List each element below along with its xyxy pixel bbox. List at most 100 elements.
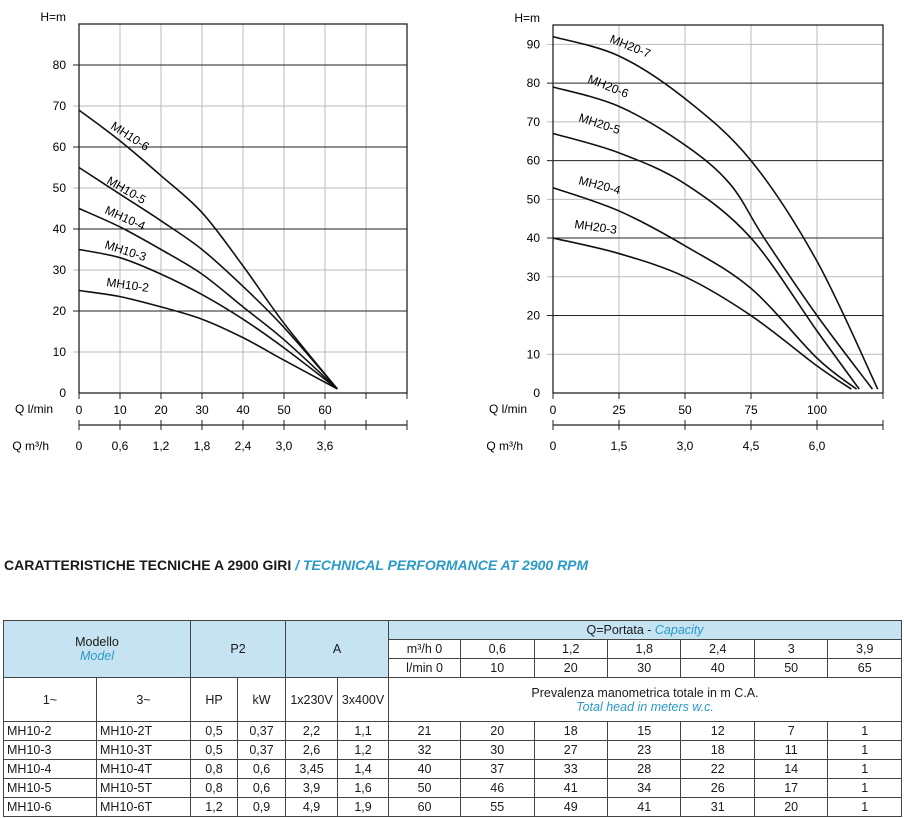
m3h-value: 1,8 <box>606 639 682 659</box>
table-cell: MH10-2T <box>96 721 191 741</box>
sub-header: kW <box>236 677 287 722</box>
x2-tick-label: 1,8 <box>194 439 211 453</box>
sub-header: HP <box>190 677 238 722</box>
y-tick-label: 50 <box>53 181 67 195</box>
curve-mh10-2 <box>78 289 338 390</box>
curve-mh10-5 <box>78 166 338 390</box>
y-tick-label: 30 <box>527 270 541 284</box>
m3h-label: m³/h 0 <box>388 639 462 659</box>
table-cell: 1 <box>827 740 902 760</box>
x2-tick-label: 1,2 <box>153 439 170 453</box>
curve-mh20-5 <box>552 132 860 390</box>
y-tick-label: 40 <box>527 231 541 245</box>
y-tick-label: 0 <box>59 386 66 400</box>
head-label-en: Total head in meters w.c. <box>576 699 714 714</box>
table-row: MH10-4 MH10-4T 0,8 0,6 3,45 1,4 40 37 33 28 22 14 1 <box>3 759 902 779</box>
curve-label: MH20-4 <box>577 173 622 197</box>
x-tick-label: 40 <box>236 403 250 417</box>
table-cell: 1,2 <box>337 740 390 760</box>
p2-header: P2 <box>189 620 287 678</box>
table-cell: 30 <box>460 740 535 760</box>
table-cell: 0,8 <box>190 759 238 779</box>
y-tick-label: 20 <box>53 304 67 318</box>
x2-tick-label: 4,5 <box>743 439 760 453</box>
table-cell: 31 <box>680 797 755 817</box>
table-cell: MH10-4T <box>96 759 191 779</box>
y-tick-label: 10 <box>53 345 67 359</box>
y-axis-label: H=m <box>40 10 66 24</box>
model-label: Modello <box>75 635 119 649</box>
head-header: Prevalenza manometrica totale in m C.A. T… <box>388 677 902 722</box>
table-cell: 0,37 <box>236 721 287 741</box>
x2-tick-label: 2,4 <box>235 439 252 453</box>
table-cell: 0,5 <box>190 721 238 741</box>
lmin-value: 40 <box>680 658 755 678</box>
x2-tick-label: 6,0 <box>809 439 826 453</box>
table-cell: 1,2 <box>190 797 238 817</box>
curve-label: MH10-5 <box>105 173 149 207</box>
y-tick-label: 20 <box>527 309 541 323</box>
table-cell: 1,4 <box>337 759 390 779</box>
y-tick-label: 30 <box>53 263 67 277</box>
table-cell: 28 <box>606 759 682 779</box>
table-cell: 49 <box>533 797 608 817</box>
table-row: MH10-2 MH10-2T 0,5 0,37 2,2 1,1 21 20 18 15 12 7 1 <box>3 721 902 741</box>
y-tick-label: 10 <box>527 347 541 361</box>
table-cell: 0,37 <box>236 740 287 760</box>
y-tick-label: 80 <box>527 76 541 90</box>
table-cell: 1,9 <box>337 797 390 817</box>
y-tick-label: 60 <box>527 154 541 168</box>
title-it: CARATTERISTICHE TECNICHE A 2900 GIRI <box>4 557 292 573</box>
x2-axis-label: Q m³/h <box>486 439 523 453</box>
table-cell: 17 <box>753 778 829 798</box>
curve-mh10-6 <box>78 109 338 390</box>
x2-tick-label: 1,5 <box>611 439 628 453</box>
curve-label: MH20-7 <box>608 32 653 61</box>
y-tick-label: 50 <box>527 192 541 206</box>
table-cell: 34 <box>606 778 682 798</box>
table-cell: MH10-4 <box>3 759 97 779</box>
table-row: MH10-6 MH10-6T 1,2 0,9 4,9 1,9 60 55 49 41 31 20 1 <box>3 797 902 817</box>
lmin-value: 65 <box>827 658 902 678</box>
capacity-header: Q=Portata - Capacity <box>388 620 902 640</box>
lmin-value: 10 <box>460 658 535 678</box>
table-cell: 0,5 <box>190 740 238 760</box>
sub-header: 3x400V <box>337 677 390 722</box>
curve-label: MH20-3 <box>574 217 619 237</box>
table-cell: 3,45 <box>285 759 339 779</box>
y-axis-label: H=m <box>514 11 540 25</box>
performance-table: Modello Model P2 A Q=Portata - Capacity m… <box>3 620 902 817</box>
table-cell: 23 <box>606 740 682 760</box>
table-cell: MH10-2 <box>3 721 97 741</box>
table-cell: 15 <box>606 721 682 741</box>
model-header: Modello Model <box>3 620 191 678</box>
table-cell: 32 <box>388 740 462 760</box>
sub-header: 1~ <box>3 677 97 722</box>
y-tick-label: 0 <box>533 386 540 400</box>
curve-label: MH20-5 <box>577 111 622 138</box>
table-cell: 2,2 <box>285 721 339 741</box>
x-tick-label: 0 <box>550 403 557 417</box>
x-tick-label: 60 <box>318 403 332 417</box>
table-cell: 2,6 <box>285 740 339 760</box>
y-tick-label: 80 <box>53 58 67 72</box>
x-tick-label: 10 <box>113 403 127 417</box>
curve-mh10-4 <box>78 207 338 390</box>
m3h-value: 0,6 <box>460 639 535 659</box>
y-tick-label: 70 <box>527 115 541 129</box>
table-cell: 0,9 <box>236 797 287 817</box>
table-cell: 1 <box>827 778 902 798</box>
section-title: CARATTERISTICHE TECNICHE A 2900 GIRI / T… <box>4 557 588 573</box>
title-sep: / <box>291 557 303 573</box>
y-tick-label: 90 <box>527 37 541 51</box>
table-cell: 60 <box>388 797 462 817</box>
table-cell: MH10-6T <box>96 797 191 817</box>
table-cell: 20 <box>753 797 829 817</box>
model-label-en: Model <box>79 649 115 663</box>
lmin-value: 20 <box>533 658 608 678</box>
table-cell: 0,8 <box>190 778 238 798</box>
table-cell: 18 <box>533 721 608 741</box>
x-tick-label: 100 <box>807 403 827 417</box>
table-cell: 26 <box>680 778 755 798</box>
